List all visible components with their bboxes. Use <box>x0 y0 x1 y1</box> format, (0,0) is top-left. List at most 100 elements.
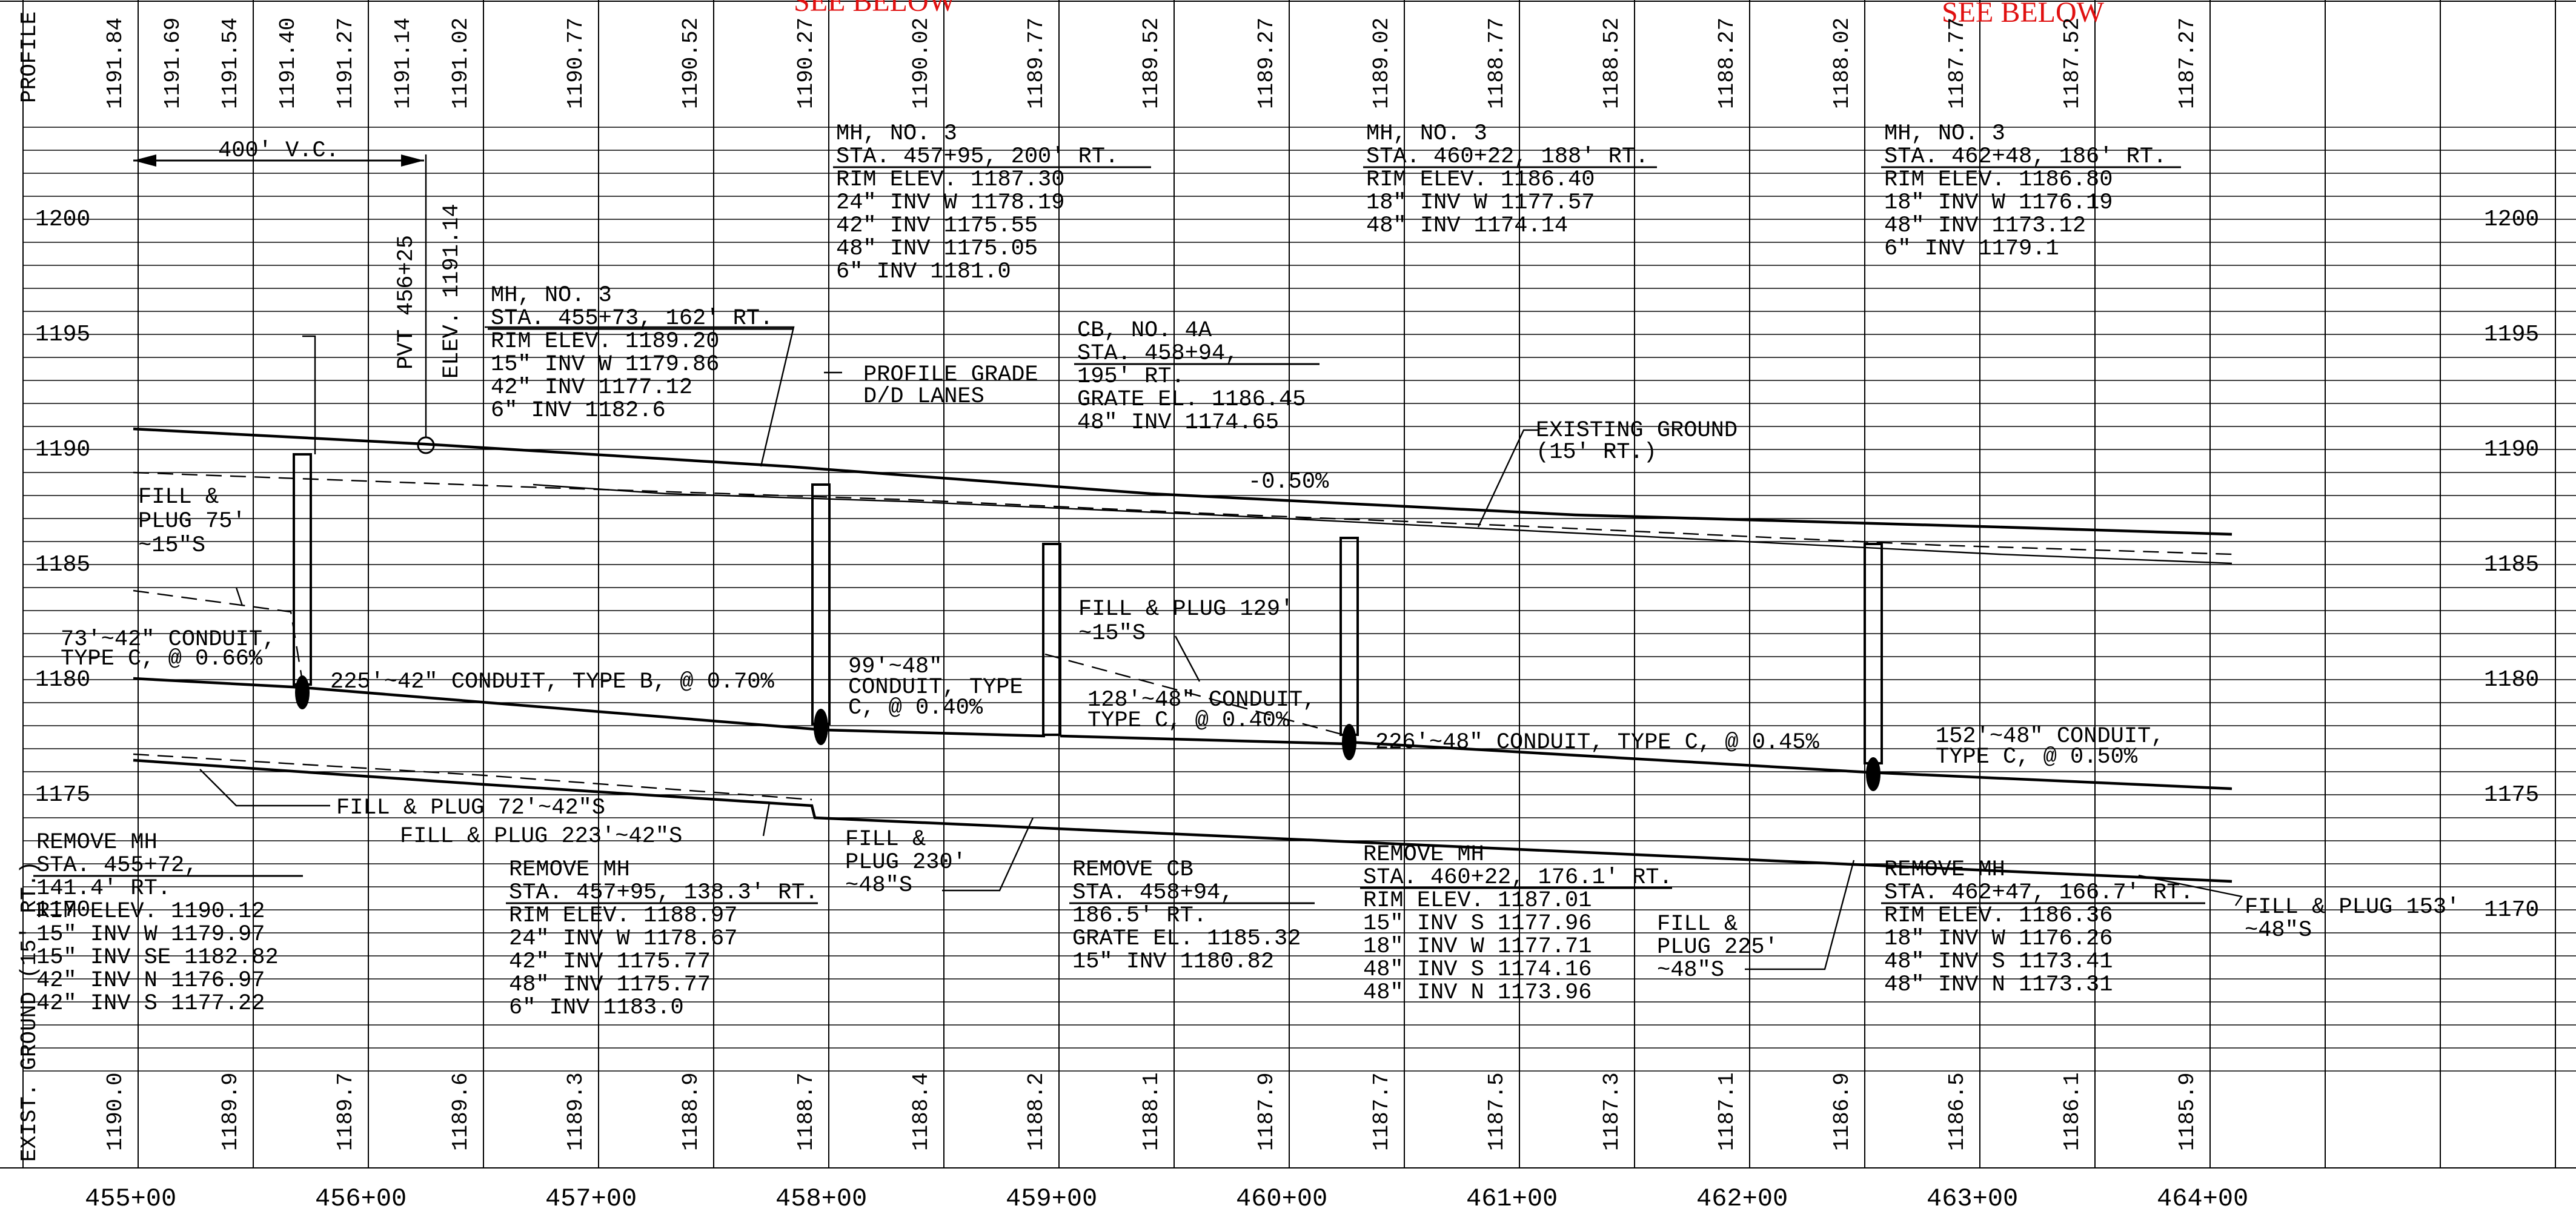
vc-arrow-right <box>401 154 424 167</box>
exist-ground-value: 1188.1 <box>1139 1072 1164 1151</box>
vc-length-label: 400' V.C. <box>218 138 339 164</box>
profile-grade-value: 1191.02 <box>448 18 473 109</box>
elevation-label-right: 1200 <box>2484 207 2539 233</box>
vc-arrow-left <box>133 154 156 167</box>
structure-line: 48" INV N 1173.96 <box>1363 980 1592 1006</box>
fill-plug-153-label: FILL & PLUG 153' <box>2245 895 2460 920</box>
station-label: 463+00 <box>1927 1184 2018 1213</box>
fill-plug-225-label: FILL & <box>1657 912 1738 937</box>
existing-sewer-dashed <box>133 753 812 801</box>
structure-line: 18" INV W 1177.71 <box>1363 934 1592 960</box>
exist-ground-value: 1186.5 <box>1945 1072 1970 1151</box>
leader-plug153 <box>2138 874 2243 906</box>
conduit-line-48-b <box>1060 734 1349 746</box>
structure-line: 42" INV 1177.12 <box>491 375 692 400</box>
structure-line: RIM ELEV. 1186.36 <box>1884 903 2113 929</box>
exist-ground-value: 1187.3 <box>1599 1072 1624 1151</box>
conduit-73-label: 73'~42" CONDUIT, <box>61 627 276 652</box>
leader-plug223 <box>762 802 771 837</box>
manhole-base-1 <box>295 675 310 709</box>
structure-line: RIM ELEV. 1190.12 <box>36 899 265 924</box>
leader-plug230 <box>942 817 1034 892</box>
vertical-curve: 400' V.C. PVT 456+25 ELEV. 1191.14 <box>133 138 465 437</box>
fill-plug-225-label: PLUG 225' <box>1657 935 1778 960</box>
profile-grade-value: 1189.27 <box>1254 18 1279 109</box>
structure-line: STA. 462+47, 166.7' RT. <box>1884 880 2194 906</box>
exist-ground-value: 1187.7 <box>1369 1072 1394 1151</box>
elevation-label-right: 1170 <box>2484 897 2539 923</box>
structure-line: 6" INV 1179.1 <box>1884 236 2059 262</box>
exist-ground-value: 1189.9 <box>218 1072 243 1151</box>
profile-grade-line <box>133 427 2232 536</box>
manhole-base-3 <box>1342 724 1356 760</box>
structure-line: MH, NO. 3 <box>491 283 612 308</box>
structure-line: STA. 457+95, 138.3' RT. <box>509 880 818 906</box>
structure-line: REMOVE MH <box>509 857 630 883</box>
profile-grade-value: 1188.27 <box>1715 18 1739 109</box>
structure-line: 18" INV W 1176.19 <box>1884 190 2113 216</box>
structure-line: STA. 460+22, 176.1' RT. <box>1363 865 1673 890</box>
fill-plug-129-label: ~15"S <box>1078 621 1146 646</box>
elevation-label-right: 1175 <box>2484 782 2539 808</box>
exist-ground-header: EXIST. GROUND (15' RT.) <box>17 861 42 1162</box>
exist-ground-value: 1186.9 <box>1830 1072 1854 1151</box>
structure-line: 48" INV S 1174.16 <box>1363 957 1592 983</box>
station-label: 455+00 <box>85 1184 176 1213</box>
fill-plug-75-label: ~15"S <box>138 533 205 559</box>
structure-line: STA. 462+48, 186' RT. <box>1884 144 2166 170</box>
structure-line: 48" INV 1175.77 <box>509 972 711 998</box>
profile-grade-value: 1191.40 <box>276 18 300 109</box>
profile-grade-label: D/D LANES <box>863 384 984 409</box>
structure-line: STA. 455+73, 162' RT. <box>491 306 773 331</box>
structure-line: 48" INV N 1173.31 <box>1884 972 2113 998</box>
structure-line: 18" INV W 1176.26 <box>1884 926 2113 952</box>
exist-ground-value: 1188.2 <box>1024 1072 1049 1151</box>
station-label: 461+00 <box>1466 1184 1558 1213</box>
elevation-label-right: 1190 <box>2484 437 2539 463</box>
pvt-elev-label: ELEV. 1191.14 <box>439 204 465 379</box>
structure-line: MH, NO. 3 <box>836 121 957 147</box>
fill-plug-230-label: ~48"S <box>845 873 912 898</box>
elevation-label-right: 1185 <box>2484 552 2539 578</box>
manhole-base-4 <box>1866 757 1881 791</box>
exist-ground-value: 1188.9 <box>679 1072 703 1151</box>
conduit-99-label: CONDUIT, TYPE <box>848 675 1023 700</box>
structure-line: MH, NO. 3 <box>1366 121 1487 147</box>
existing-ground-line-solid <box>533 483 2232 565</box>
conduit-128-label: 128'~48" CONDUIT, <box>1087 688 1316 713</box>
conduit-128-label: TYPE C, @ 0.40% <box>1087 708 1290 734</box>
fill-plug-75-label: PLUG 75' <box>138 509 246 534</box>
exist-ground-value: 1189.6 <box>448 1072 473 1151</box>
manholes <box>293 453 1883 791</box>
leader-eg <box>1477 429 1539 528</box>
station-label: 459+00 <box>1006 1184 1097 1213</box>
structure-line: 48" INV 1173.12 <box>1884 213 2086 239</box>
conduit-line-48-c <box>1347 740 1870 774</box>
profile-grade-value: 1190.52 <box>679 18 703 109</box>
conduit-99-label: C, @ 0.40% <box>848 695 983 721</box>
profile-grade-value: 1189.77 <box>1024 18 1049 109</box>
structure-line: 24" INV W 1178.19 <box>836 190 1064 216</box>
exist-ground-value: 1188.7 <box>794 1072 818 1151</box>
conduit-152-label: TYPE C, @ 0.50% <box>1936 744 2138 770</box>
elevation-label-left: 1170 <box>35 897 90 923</box>
leader-plug72 <box>199 769 330 807</box>
structure-line: REMOVE MH <box>36 830 158 855</box>
structure-line: 15" INV SE 1182.82 <box>36 945 279 970</box>
structure-line: RIM ELEV. 1188.97 <box>509 903 737 929</box>
structure-line: REMOVE CB <box>1072 857 1193 883</box>
structure-line: STA. 458+94, <box>1077 341 1238 366</box>
leader-grade <box>485 326 795 467</box>
station-label: 457+00 <box>545 1184 637 1213</box>
profile-grade-label: PROFILE GRADE <box>863 362 1038 388</box>
profile-grade-value: 1190.02 <box>909 18 934 109</box>
